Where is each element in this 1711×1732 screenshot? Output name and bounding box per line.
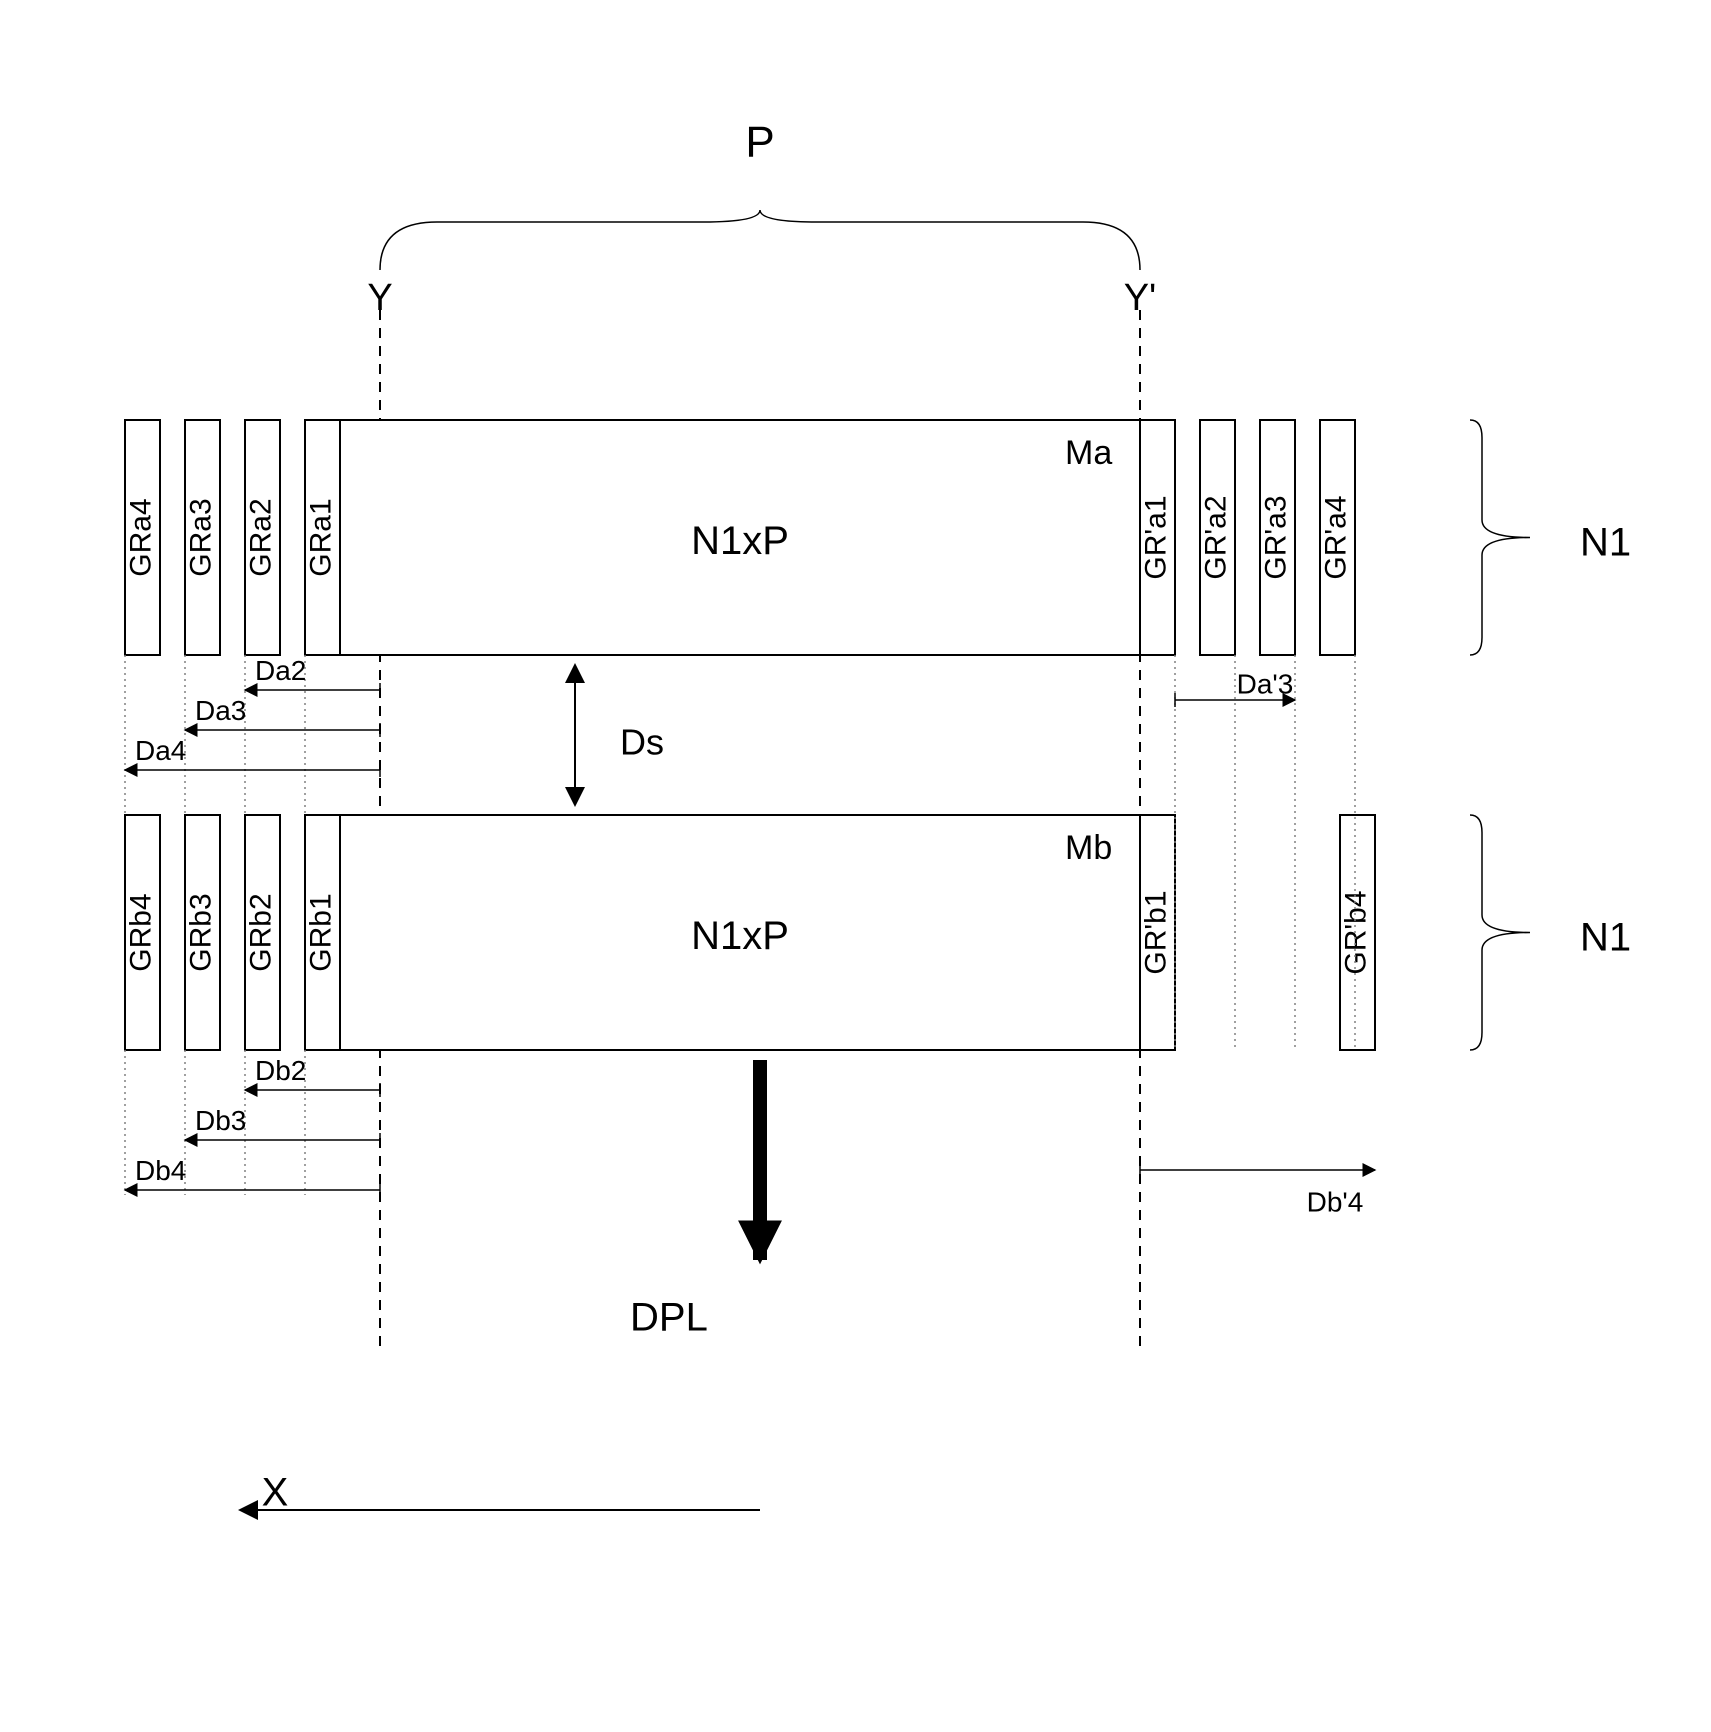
label-Ds: Ds	[620, 722, 664, 763]
block-a-right-3-label: GR'a4	[1319, 495, 1352, 579]
block-b-left-0-label: GRb1	[304, 893, 337, 971]
block-a-corner-label: Ma	[1065, 434, 1112, 472]
label-Da4: Da4	[135, 735, 186, 766]
block-a-left-0-label: GRa1	[304, 498, 337, 576]
label-Dap3: Da'3	[1237, 668, 1294, 699]
label-Dbp4: Db'4	[1307, 1186, 1364, 1217]
label-Da2: Da2	[255, 655, 306, 686]
label-X: X	[262, 1471, 289, 1515]
label-N1-a: N1	[1580, 521, 1631, 565]
label-Y: Y	[367, 277, 392, 319]
label-Da3: Da3	[195, 695, 246, 726]
label-Db4: Db4	[135, 1155, 186, 1186]
label-Yp: Y'	[1124, 277, 1157, 319]
block-a-right-2-label: GR'a3	[1259, 495, 1292, 579]
block-b-right-0-label: GR'b1	[1139, 890, 1172, 974]
block-a-left-1-label: GRa2	[244, 498, 277, 576]
label-Db2: Db2	[255, 1055, 306, 1086]
block-b-corner-label: Mb	[1065, 829, 1112, 867]
label-N1-b: N1	[1580, 916, 1631, 960]
block-a-right-0-label: GR'a1	[1139, 495, 1172, 579]
block-b-left-3-label: GRb4	[124, 893, 157, 971]
block-b-left-1-label: GRb2	[244, 893, 277, 971]
label-P: P	[745, 118, 774, 167]
block-a-left-2-label: GRa3	[184, 498, 217, 576]
label-Db3: Db3	[195, 1105, 246, 1136]
block-b-right-1-label: GR'b4	[1339, 890, 1372, 974]
block-a-center-label: N1xP	[691, 519, 789, 563]
label-DPL: DPL	[630, 1296, 708, 1340]
block-a-right-1-label: GR'a2	[1199, 495, 1232, 579]
block-b-center-label: N1xP	[691, 914, 789, 958]
block-a-left-3-label: GRa4	[124, 498, 157, 576]
block-b-left-2-label: GRb3	[184, 893, 217, 971]
